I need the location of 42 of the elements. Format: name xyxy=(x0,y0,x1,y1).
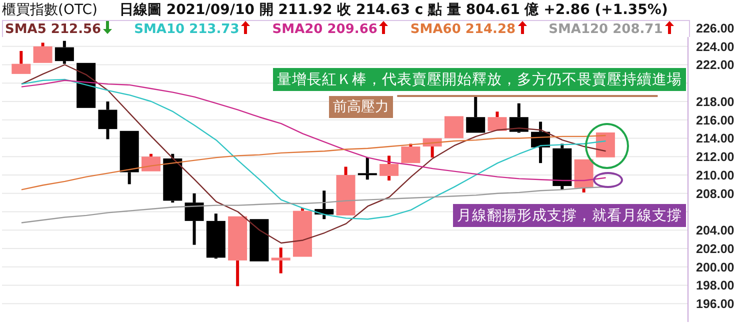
chart-title: 櫃買指數(OTC) xyxy=(2,2,98,18)
text: SMA120 208.71 xyxy=(548,21,664,37)
y-tick-label: 224.00 xyxy=(696,40,734,54)
text: SMA20 209.66 xyxy=(272,21,378,37)
y-tick-label: 196.00 xyxy=(696,297,734,312)
candlestick xyxy=(488,112,507,131)
candlestick xyxy=(444,116,464,138)
text: SMA60 214.28 xyxy=(410,21,517,37)
candlestick xyxy=(206,214,226,259)
candlestick xyxy=(184,193,204,245)
candlestick xyxy=(120,130,139,184)
annotation: 月線翻揚形成支撐，就看月線支撐 xyxy=(453,204,686,227)
candlestick xyxy=(12,50,31,74)
candlestick xyxy=(54,40,74,64)
y-tick-label: 226.00 xyxy=(696,21,734,36)
candlestick xyxy=(336,166,356,216)
candlestick xyxy=(76,62,96,108)
y-tick-label: 208.00 xyxy=(696,186,734,201)
y-tick-label: 210.00 xyxy=(696,168,734,182)
y-tick-label: 212.00 xyxy=(696,150,734,164)
y-tick-label: 216.00 xyxy=(696,113,734,128)
candlestick xyxy=(250,219,269,262)
y-tick-label: 222.00 xyxy=(696,58,734,72)
line-series xyxy=(20,64,606,244)
y-tick-label: 202.00 xyxy=(696,242,734,256)
candlestick xyxy=(271,248,290,274)
y-tick-label: 218.00 xyxy=(696,94,734,109)
candlestick xyxy=(228,216,248,286)
y-tick-label: 204.00 xyxy=(696,224,734,238)
chart-subtitle: 日線圖 2021/09/10 開 211.92 收 214.63 c 點 量 804.61 億 +2.86 (+1.35%) xyxy=(119,2,668,18)
y-tick-label: 198.00 xyxy=(696,278,734,293)
y-tick-label: 214.00 xyxy=(696,132,734,146)
annotation: 量增長紅Ｋ棒，代表賣壓開始釋放，多方仍不畏賣壓持續進場 xyxy=(273,68,686,91)
candlestick xyxy=(98,102,118,140)
candlestick xyxy=(142,154,160,172)
candlestick xyxy=(466,96,486,133)
y-tick-label: 200.00 xyxy=(696,260,734,274)
text: SMA10 213.73 xyxy=(134,21,240,37)
candlestick xyxy=(596,132,615,158)
ref-line-label: 前高壓力 xyxy=(329,96,394,118)
candlestick xyxy=(33,42,52,63)
text: SMA5 212.56 xyxy=(5,21,102,37)
